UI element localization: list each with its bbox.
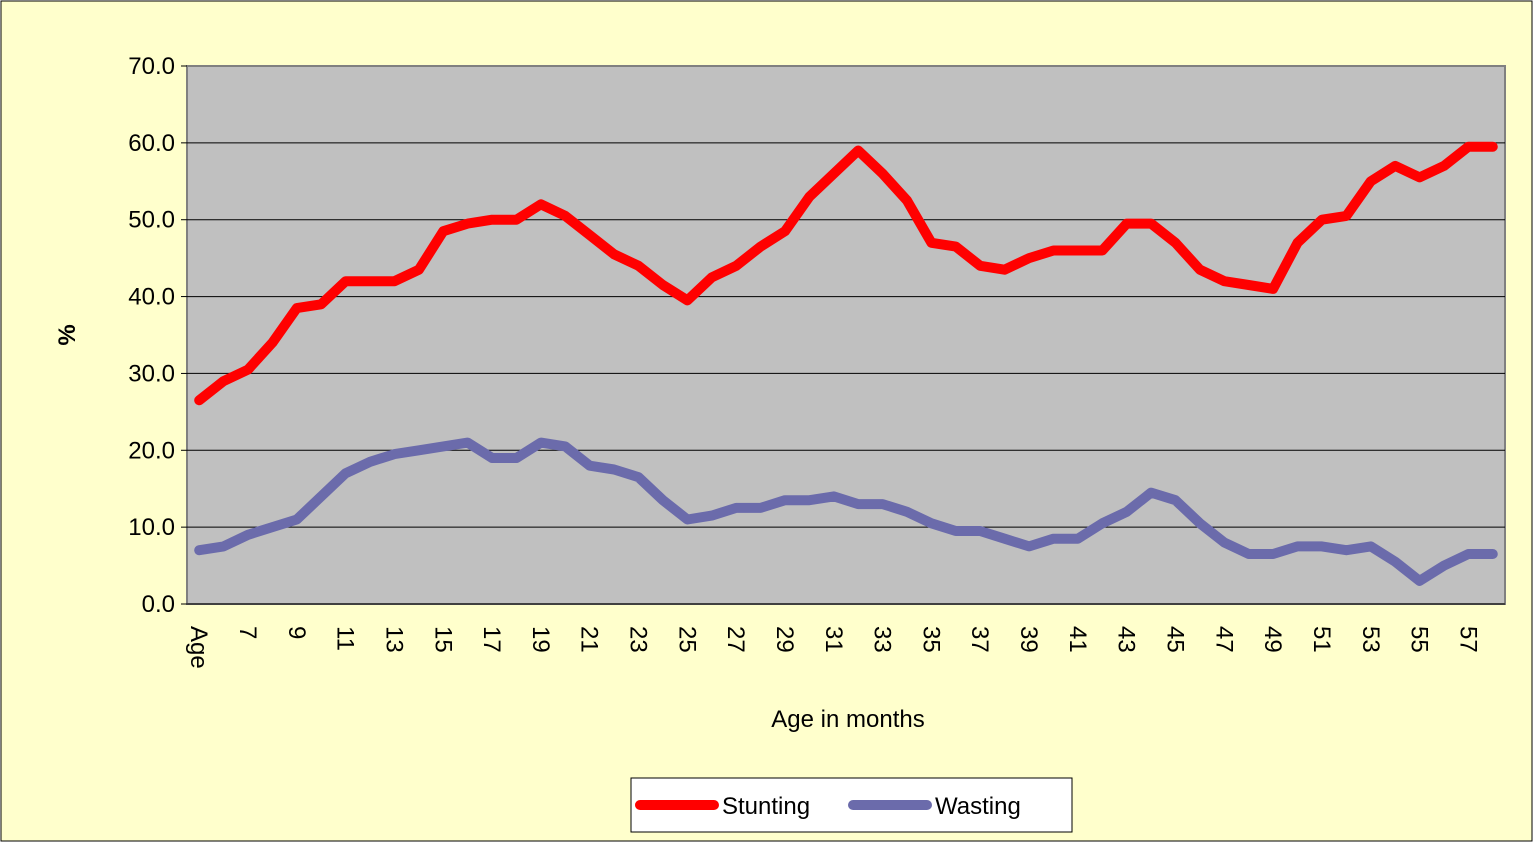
y-tick-label: 70.0 [128, 53, 175, 80]
x-tick-label: 57 [1454, 626, 1481, 653]
x-tick-label: 23 [625, 626, 652, 653]
x-tick-label: 55 [1406, 626, 1433, 653]
y-tick-label: 50.0 [128, 207, 175, 234]
legend-label: Stunting [722, 793, 810, 820]
x-axis-title: Age in months [771, 706, 924, 733]
x-tick-label: Age [185, 626, 212, 669]
y-tick-label: 10.0 [128, 514, 175, 541]
series-line [194, 141, 1498, 406]
x-tick-label: 25 [673, 626, 700, 653]
y-tick-label: 40.0 [128, 284, 175, 311]
x-tick-label: 47 [1210, 626, 1237, 653]
y-tick-label: 30.0 [128, 360, 175, 387]
x-tick-label: 19 [527, 626, 554, 653]
x-tick-label: 53 [1357, 626, 1384, 653]
y-tick-label: 20.0 [128, 437, 175, 464]
x-tick-label: 21 [576, 626, 603, 653]
x-tick-label: 37 [966, 626, 993, 653]
x-tick-label: 43 [1113, 626, 1140, 653]
x-tick-label: 7 [234, 626, 261, 639]
y-axis-title: % [54, 324, 81, 345]
legend-label: Wasting [935, 793, 1021, 820]
x-tick-label: 33 [869, 626, 896, 653]
x-tick-label: 29 [771, 626, 798, 653]
x-tick-label: 45 [1162, 626, 1189, 653]
x-tick-label: 31 [820, 626, 847, 653]
x-tick-label: 41 [1064, 626, 1091, 653]
x-tick-label: 9 [283, 626, 310, 639]
x-tick-label: 39 [1015, 626, 1042, 653]
y-tick-label: 0.0 [142, 591, 175, 618]
x-tick-label: 27 [722, 626, 749, 653]
x-tick-label: 13 [380, 626, 407, 653]
plot-area [186, 65, 1506, 605]
x-tick-label: 35 [917, 626, 944, 653]
y-tick-label: 60.0 [128, 130, 175, 157]
x-tick-label: 51 [1308, 626, 1335, 653]
x-tick-label: 17 [478, 626, 505, 653]
series-line [194, 437, 1498, 586]
x-tick-label: 15 [429, 626, 456, 653]
x-tick-label: 11 [332, 626, 359, 651]
x-tick-label: 49 [1259, 626, 1286, 653]
